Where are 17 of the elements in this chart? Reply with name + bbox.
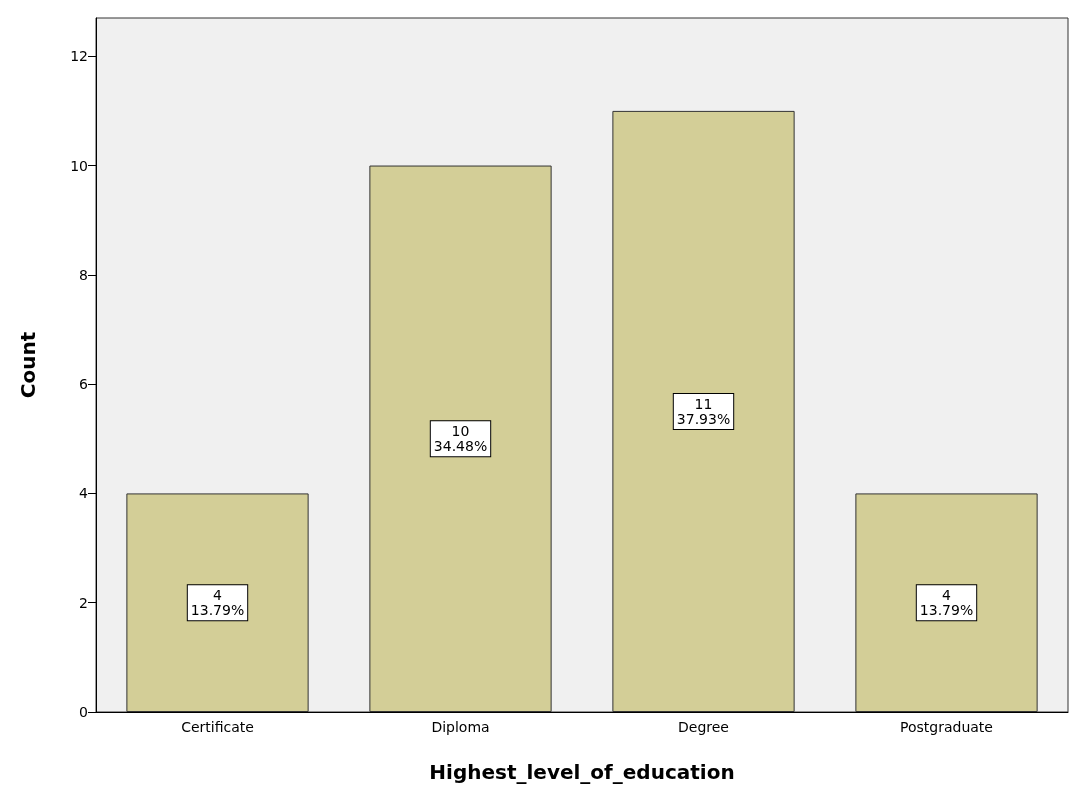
data-label: 4 13.79% (190, 587, 245, 619)
y-tick-label: 12 (70, 48, 88, 65)
y-axis-title: Count (16, 331, 40, 399)
y-tick-label: 8 (79, 266, 88, 283)
x-tick-label: Postgraduate (900, 719, 993, 735)
data-label: 11 37.93% (676, 395, 731, 427)
data-label: 4 13.79% (919, 587, 974, 619)
y-tick-label: 0 (79, 704, 88, 720)
data-label: 10 34.48% (433, 423, 488, 455)
y-tick-label: 4 (79, 485, 89, 502)
x-tick-label: Diploma (431, 719, 490, 735)
x-axis-title: Highest_level_of_education (429, 760, 735, 784)
x-tick-label: Certificate (181, 719, 254, 735)
x-tick-label: Degree (678, 719, 729, 735)
y-tick-label: 2 (79, 594, 88, 611)
y-tick-label: 10 (70, 157, 88, 174)
y-tick-label: 6 (79, 376, 89, 393)
